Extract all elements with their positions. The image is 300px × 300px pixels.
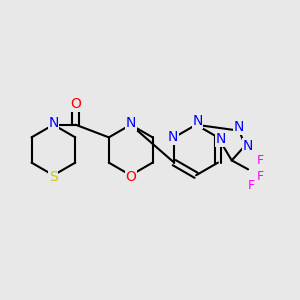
Text: O: O [125,170,136,184]
Text: N: N [243,139,253,152]
Text: N: N [192,114,203,128]
Text: N: N [125,116,136,130]
Text: O: O [70,97,81,111]
Text: S: S [49,170,58,184]
Text: N: N [167,130,178,144]
Text: N: N [216,132,226,146]
Text: F: F [248,179,255,192]
Text: F: F [256,154,263,167]
Text: N: N [48,116,59,130]
Text: N: N [234,120,244,134]
Text: F: F [256,170,263,183]
